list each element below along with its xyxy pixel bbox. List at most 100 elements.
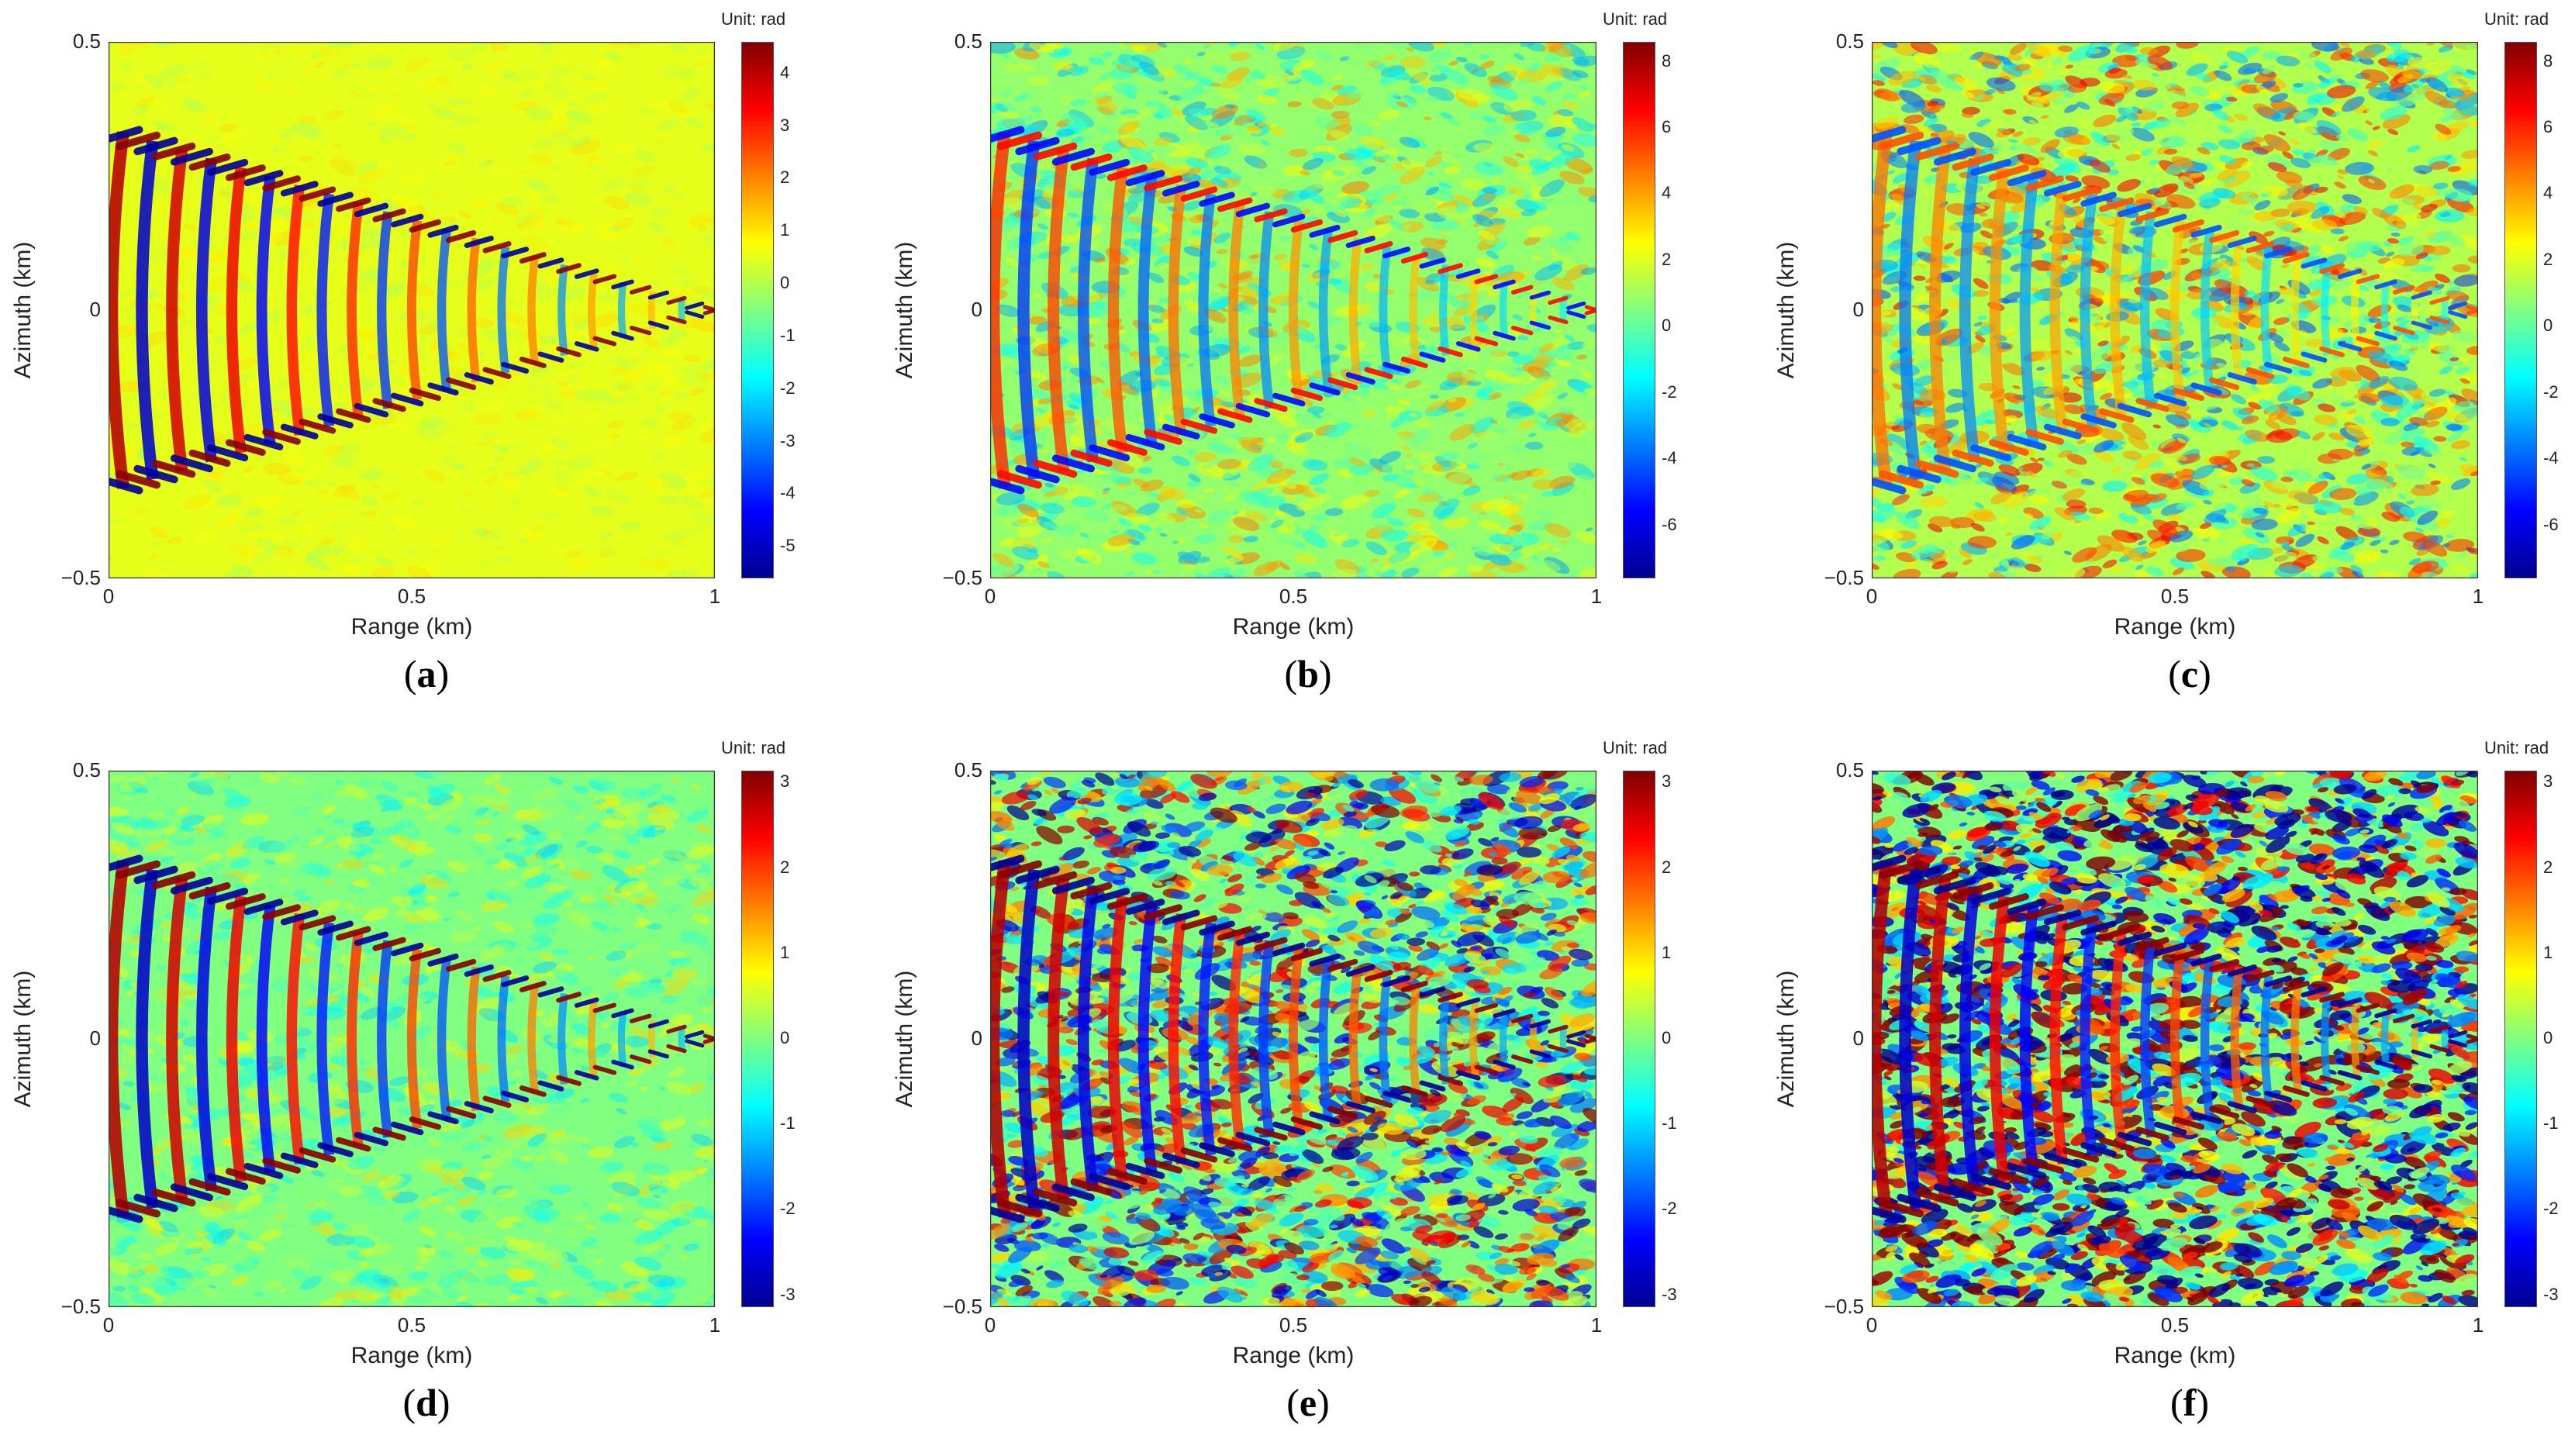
colorbar-unit-label: Unit: rad <box>1603 9 1668 29</box>
kelvin-wake-pattern <box>109 126 715 495</box>
panel-b: 0 0.5 1 0.5 0 −0.5 Range (km) Azimuth (km) Unit:… <box>882 0 1735 721</box>
colorbar-tick-label: 6 <box>2543 117 2553 137</box>
colorbar <box>2504 42 2537 578</box>
colorbar-tick-label: 4 <box>780 62 790 82</box>
colorbar-tick-label: -6 <box>2543 514 2559 534</box>
heatmap-plot-b <box>990 42 1596 578</box>
y-axis-label: Azimuth (km) <box>892 241 917 379</box>
colorbar-tick-label: -5 <box>780 536 796 556</box>
colorbar-tick-label: 6 <box>1662 117 1672 137</box>
colorbar-tick-label: 2 <box>780 167 790 188</box>
colorbar-tick-label: 0 <box>780 273 790 293</box>
heatmap-plot-d <box>109 771 715 1307</box>
heatmap-svg-e <box>990 771 1596 1307</box>
panel-c: 0 0.5 1 0.5 0 −0.5 Range (km) Azimuth (km) Unit:… <box>1763 0 2575 721</box>
y-tick-label: −0.5 <box>1824 566 1864 589</box>
x-tick-label: 0.5 <box>397 585 426 608</box>
x-tick-label: 1 <box>709 1313 721 1337</box>
colorbar-tick-label: -6 <box>1662 514 1677 534</box>
plot-frame <box>109 42 715 578</box>
colorbar-tick-label: -4 <box>780 483 796 503</box>
y-tick-label: 0 <box>971 298 982 321</box>
colorbar <box>741 42 774 578</box>
x-tick-label: 0 <box>984 585 996 608</box>
y-axis-label: Azimuth (km) <box>1773 241 1799 379</box>
panel-f: 0 0.5 1 0.5 0 −0.5 Range (km) Azimuth (km) Unit:… <box>1763 729 2575 1450</box>
x-tick-label: 0.5 <box>397 1313 426 1337</box>
y-tick-label: 0.5 <box>1835 758 1864 781</box>
colorbar-tick-label: -1 <box>1662 1113 1677 1133</box>
colorbar-tick-label: 4 <box>2543 183 2553 203</box>
colorbar-tick-label: -1 <box>780 325 796 345</box>
y-tick-label: 0.5 <box>954 29 982 53</box>
colorbar-tick-label: 1 <box>780 942 790 962</box>
x-tick-label: 0 <box>1866 585 1878 608</box>
panel-caption-letter: c <box>2180 652 2199 695</box>
panel-caption-letter: b <box>1297 652 1319 695</box>
x-axis-label: Range (km) <box>2114 1343 2236 1368</box>
panel-caption: (e) <box>1286 1381 1330 1424</box>
y-tick-label: −0.5 <box>60 1295 101 1318</box>
colorbar-tick-label: -2 <box>2543 1199 2559 1219</box>
y-tick-label: 0.5 <box>1835 29 1864 53</box>
panel-caption-letter: a <box>416 652 437 695</box>
heatmap-svg-a <box>109 42 715 578</box>
panel-caption-letter: f <box>2183 1381 2197 1424</box>
plot-frame <box>109 771 715 1307</box>
panel-caption: (d) <box>402 1381 450 1424</box>
colorbar-tick-label: -4 <box>1662 448 1677 468</box>
kelvin-wake-pattern <box>1872 854 2478 1223</box>
x-axis-label: Range (km) <box>350 614 473 640</box>
heatmap-plot-e <box>990 771 1596 1307</box>
x-tick-label: 0.5 <box>2160 1313 2190 1337</box>
heatmap-plot-a <box>109 42 715 578</box>
heatmap-plot-f <box>1872 771 2478 1307</box>
x-axis-label: Range (km) <box>1232 1343 1355 1368</box>
x-tick-label: 0 <box>984 1313 996 1337</box>
panel-e: 0 0.5 1 0.5 0 −0.5 Range (km) Azimuth (km) Unit:… <box>882 729 1735 1450</box>
panel-a: 0 0.5 1 0.5 0 −0.5 Range (km) Azimuth (km) Unit:… <box>0 0 853 721</box>
panel-caption: (c) <box>2168 652 2211 695</box>
panel-caption-letter: d <box>416 1381 437 1424</box>
colorbar-tick-label: 0 <box>2543 316 2553 336</box>
kelvin-wake-pattern <box>990 854 1596 1223</box>
y-tick-label: −0.5 <box>1824 1295 1864 1318</box>
colorbar-tick-label: 3 <box>780 115 790 135</box>
colorbar-tick-label: 1 <box>2543 942 2553 962</box>
plot-frame <box>1872 771 2478 1307</box>
colorbar-tick-label: -2 <box>1662 381 1677 402</box>
colorbar-tick-label: 0 <box>1662 1028 1672 1047</box>
x-tick-label: 0.5 <box>1279 585 1308 608</box>
kelvin-wake-pattern <box>1872 126 2478 495</box>
colorbar-tick-label: -2 <box>1662 1199 1677 1219</box>
colorbar-tick-label: -2 <box>780 378 796 398</box>
colorbar-tick-label: 2 <box>780 857 790 877</box>
y-tick-label: 0.5 <box>72 29 101 53</box>
x-axis-label: Range (km) <box>350 1343 473 1368</box>
colorbar <box>2504 771 2537 1307</box>
colorbar-tick-label: -3 <box>780 1284 796 1304</box>
heatmap-svg-b <box>990 42 1596 578</box>
colorbar-unit-label: Unit: rad <box>2484 9 2549 29</box>
y-tick-label: −0.5 <box>942 1295 982 1318</box>
panel-d: 0 0.5 1 0.5 0 −0.5 Range (km) Azimuth (km) Unit:… <box>0 729 853 1450</box>
y-tick-label: 0 <box>1852 1026 1864 1050</box>
y-tick-label: 0.5 <box>954 758 982 781</box>
x-axis-label: Range (km) <box>2114 614 2236 640</box>
colorbar-tick-label: -3 <box>2543 1284 2559 1304</box>
y-tick-label: 0.5 <box>72 758 101 781</box>
x-tick-label: 0 <box>102 585 115 608</box>
colorbar-tick-label: 2 <box>2543 249 2553 269</box>
y-axis-label: Azimuth (km) <box>892 970 917 1108</box>
heatmap-svg-f <box>1872 771 2478 1307</box>
y-tick-label: −0.5 <box>942 566 982 589</box>
y-tick-label: 0 <box>971 1026 982 1050</box>
colorbar-unit-label: Unit: rad <box>1603 738 1668 757</box>
colorbar-tick-label: -3 <box>1662 1284 1677 1304</box>
y-tick-label: −0.5 <box>60 566 101 589</box>
panel-caption: (a) <box>403 652 450 695</box>
y-tick-label: 0 <box>1852 298 1864 321</box>
x-tick-label: 1 <box>1590 1313 1603 1337</box>
colorbar-tick-label: 0 <box>1662 316 1672 336</box>
colorbar-tick-label: 3 <box>1662 771 1672 792</box>
